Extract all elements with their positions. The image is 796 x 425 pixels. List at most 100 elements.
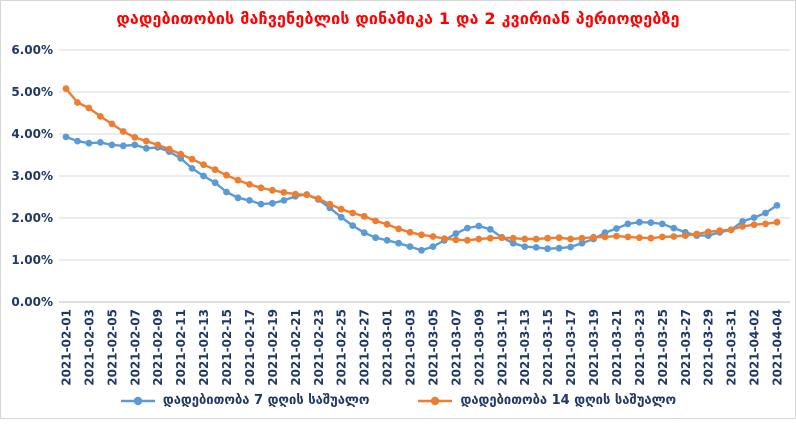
x-tick-label: 2021-02-23 [312, 309, 326, 386]
data-point [521, 243, 529, 251]
data-point [647, 219, 655, 227]
data-point [544, 234, 551, 242]
data-point [269, 199, 276, 207]
data-point [74, 99, 81, 106]
x-tick-label: 2021-02-13 [197, 309, 211, 386]
data-point [441, 235, 448, 243]
data-point [211, 179, 219, 187]
chart-legend: დადებითობა 7 დღის საშუალო დადებითობა 14 … [1, 393, 795, 408]
x-tick-label: 2021-02-09 [151, 309, 165, 386]
data-point [119, 142, 127, 150]
data-point [97, 139, 104, 146]
data-point [62, 85, 70, 92]
data-point [154, 141, 162, 149]
data-point [337, 213, 345, 221]
data-point [200, 172, 208, 180]
data-point [246, 181, 253, 188]
data-point [372, 217, 379, 225]
data-point [62, 133, 70, 141]
x-tick-label: 2021-02-03 [82, 309, 96, 386]
x-tick-label: 2021-03-01 [381, 309, 395, 386]
data-point [624, 220, 632, 228]
x-tick-label: 2021-02-19 [266, 309, 280, 386]
legend-line-marker-icon [418, 396, 453, 405]
data-point [636, 234, 643, 242]
data-point [429, 233, 437, 240]
data-point [223, 188, 230, 196]
data-point [762, 209, 769, 217]
data-point [349, 209, 357, 217]
data-point [234, 194, 242, 202]
data-point [624, 233, 632, 241]
x-tick-label: 2021-04-02 [748, 309, 762, 386]
data-point [601, 233, 609, 241]
data-point [257, 184, 265, 192]
data-point [165, 145, 173, 153]
data-point [509, 239, 517, 247]
data-point [464, 224, 471, 232]
data-point [188, 155, 196, 163]
data-point [636, 218, 643, 226]
x-tick-label: 2021-02-05 [105, 309, 119, 386]
x-tick-label: 2021-02-27 [358, 309, 372, 386]
x-tick-label: 2021-02-07 [128, 309, 142, 386]
data-point [97, 113, 104, 120]
x-tick-label: 2021-03-13 [518, 309, 532, 386]
data-point [521, 235, 529, 243]
data-point [567, 243, 574, 251]
data-point [337, 205, 345, 213]
data-point [119, 128, 127, 135]
x-tick-label: 2021-03-25 [656, 309, 670, 386]
data-point [406, 228, 414, 236]
data-point [383, 236, 391, 244]
data-point [395, 239, 402, 247]
data-point [452, 230, 460, 237]
data-point [211, 166, 219, 174]
x-tick-label: 2021-03-31 [725, 309, 739, 386]
x-tick-label: 2021-03-11 [495, 309, 509, 386]
x-tick-label: 2021-03-23 [633, 309, 647, 386]
data-point [269, 186, 276, 194]
x-tick-label: 2021-02-17 [243, 309, 257, 386]
data-point [532, 235, 540, 243]
data-point [418, 246, 425, 254]
legend-label-14day-average: დადებითობა 14 დღის საშუალო [460, 393, 677, 408]
x-tick-label: 2021-03-05 [426, 309, 440, 386]
x-tick-label: 2021-03-19 [587, 309, 601, 386]
data-point [773, 202, 781, 209]
legend-item-14day-average: დადებითობა 14 დღის საშუალო [417, 393, 676, 408]
x-tick-label: 2021-03-27 [679, 309, 693, 386]
data-point [509, 234, 517, 242]
data-point [613, 232, 620, 240]
data-point [658, 233, 666, 241]
x-tick-label: 2021-03-15 [541, 309, 555, 386]
x-tick-label: 2021-04-04 [771, 309, 785, 386]
x-tick-label: 2021-02-15 [220, 309, 234, 386]
gridlines [59, 49, 790, 303]
legend-label-7day-average: დადებითობა 7 დღის საშუალო [162, 393, 370, 408]
x-tick-label: 2021-02-21 [289, 309, 303, 386]
data-point [704, 228, 712, 236]
data-point [647, 234, 655, 242]
data-point [85, 104, 93, 112]
data-point [716, 227, 724, 235]
x-tick-label: 2021-03-09 [472, 309, 486, 386]
data-point [555, 244, 563, 252]
data-point [486, 225, 494, 233]
data-point [280, 197, 288, 204]
data-point [177, 150, 185, 158]
data-point [188, 165, 196, 172]
x-tick-label: 2021-03-07 [449, 309, 463, 386]
data-point [395, 225, 402, 233]
data-point [750, 214, 758, 222]
data-point [372, 234, 379, 242]
data-point [349, 222, 357, 230]
data-point [360, 212, 368, 220]
data-point [693, 230, 701, 238]
legend-line-marker-icon [120, 396, 155, 405]
data-point [475, 235, 483, 243]
data-point [223, 171, 230, 179]
y-tick-label: 0.00% [11, 295, 53, 309]
data-point [578, 234, 586, 242]
